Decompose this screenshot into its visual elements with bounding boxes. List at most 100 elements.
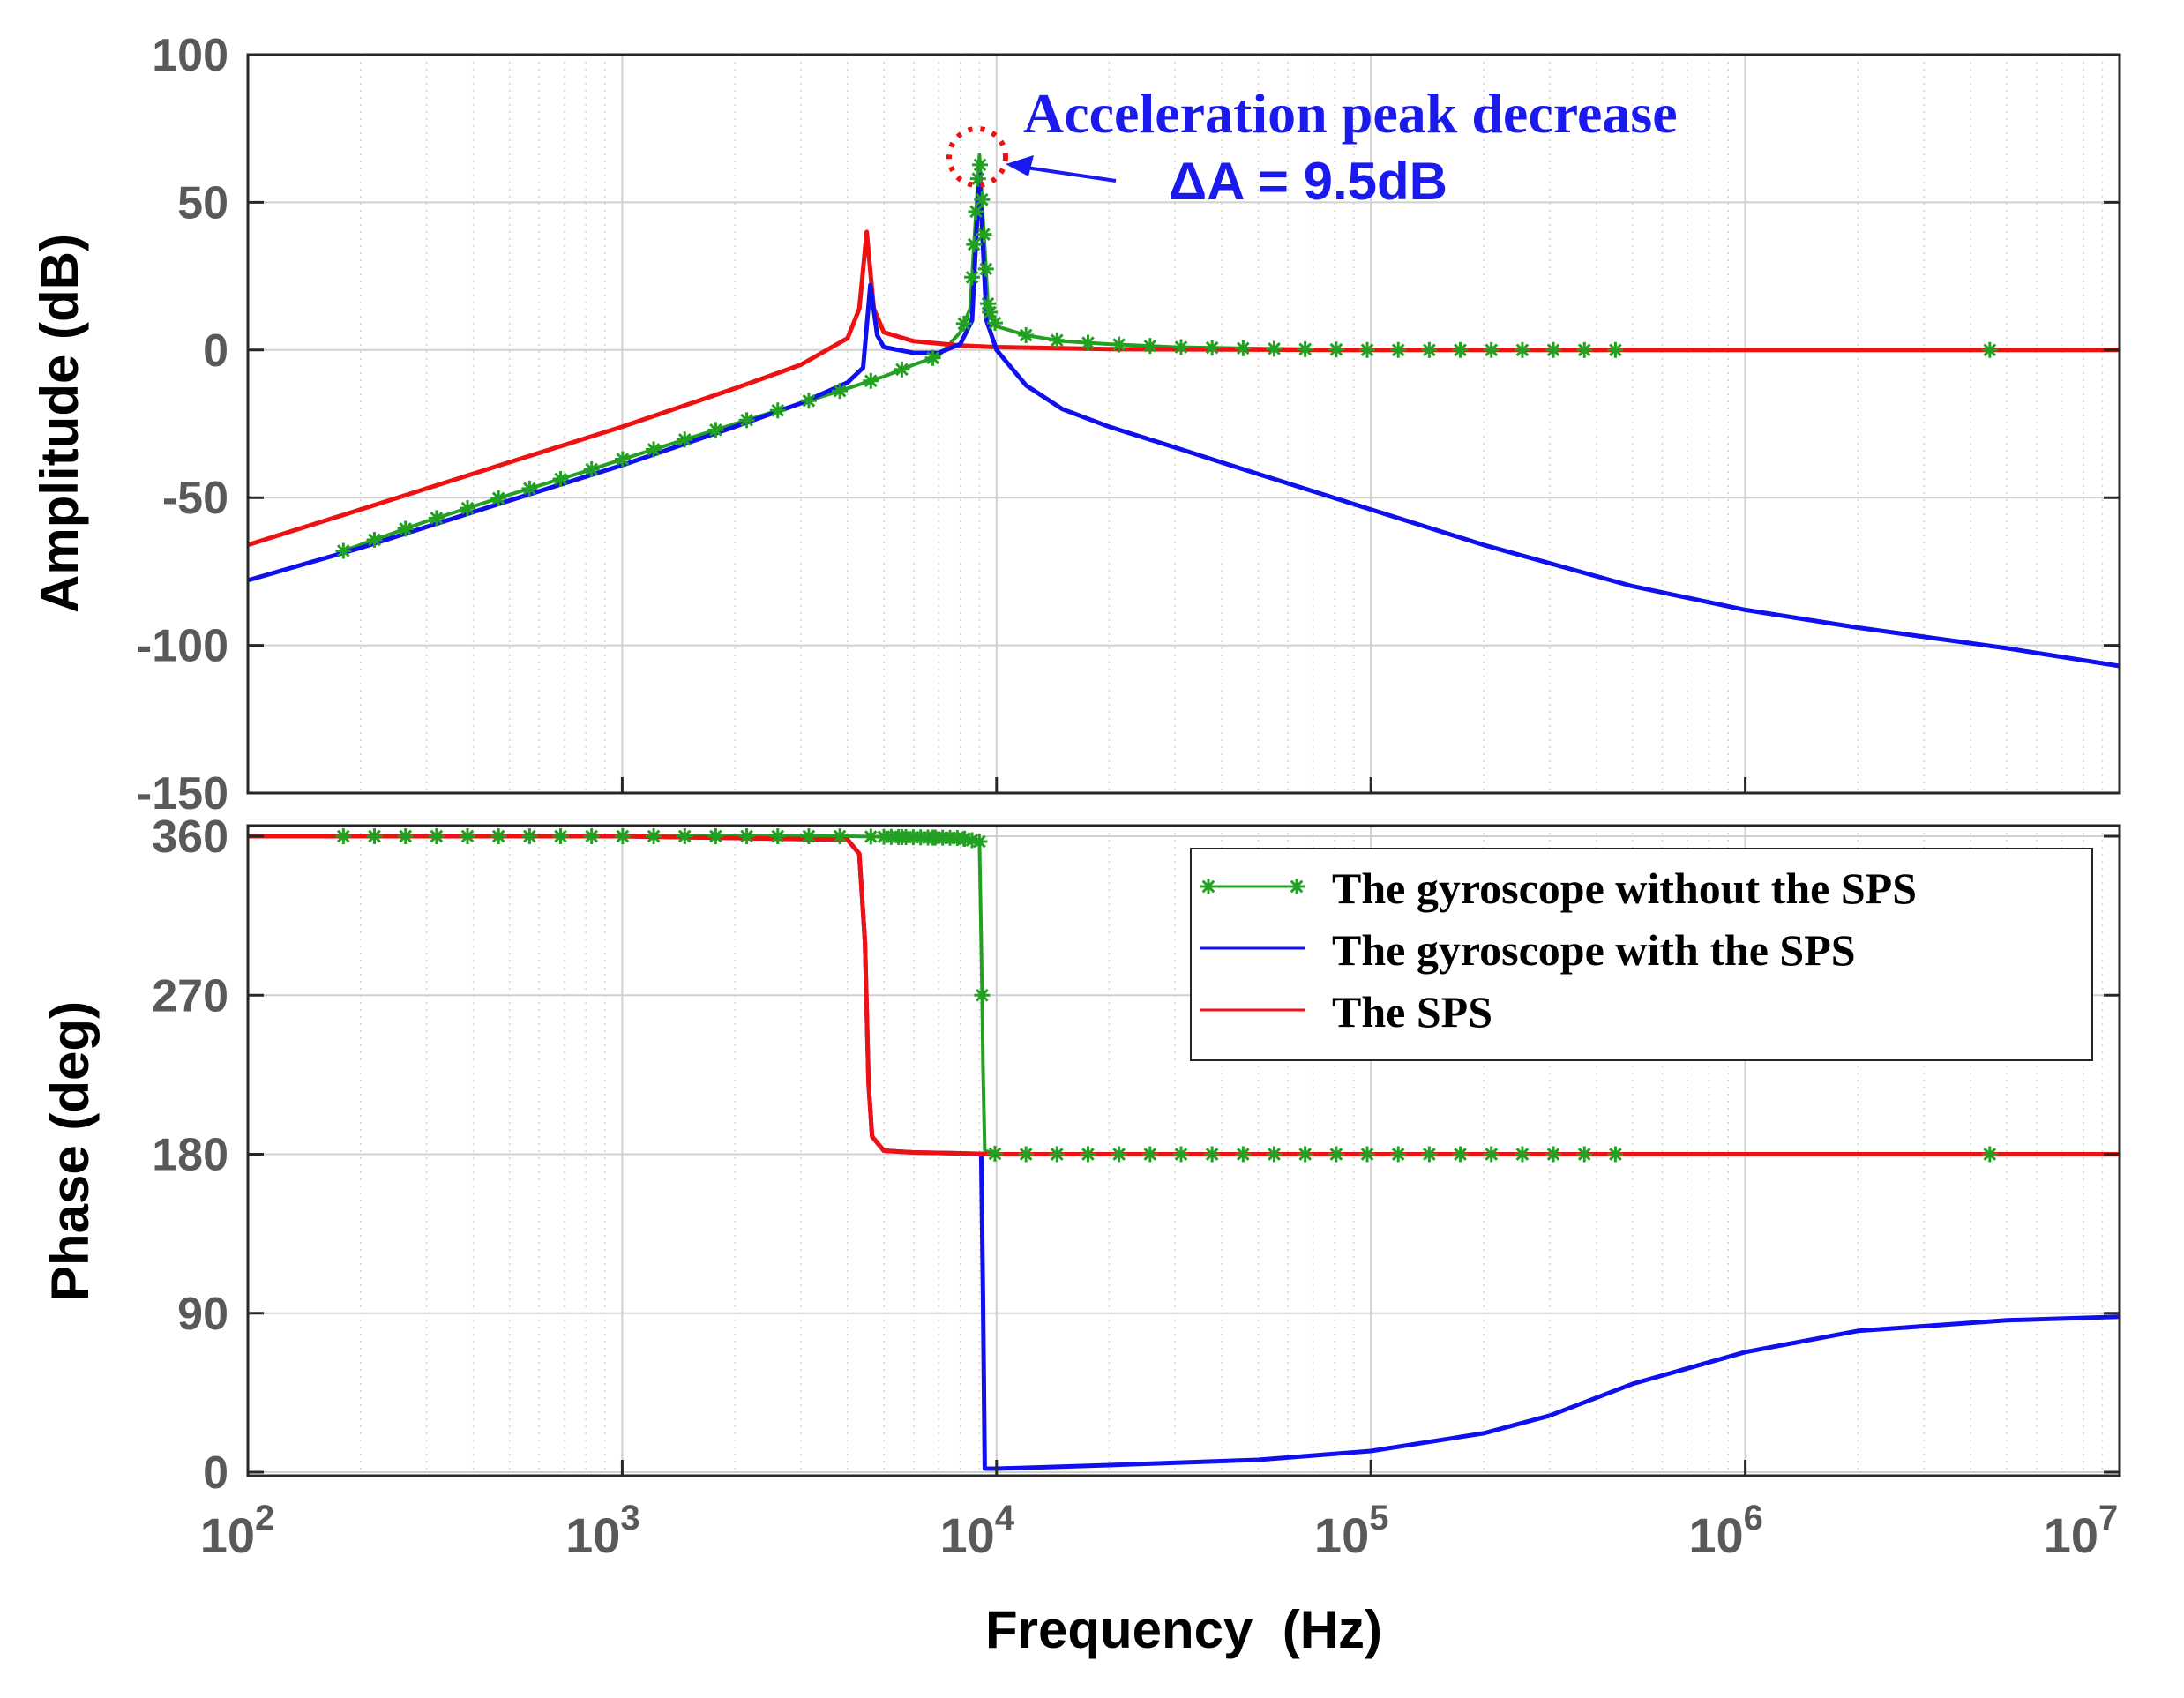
mag-marker-gyro-without-sps-stroke [1174,340,1188,354]
mag-marker-gyro-without-sps [707,422,724,438]
mag-marker-gyro-without-sps-stroke [1112,338,1126,351]
phase-marker-gyro-without-sps-stroke [336,829,350,843]
mag-marker-gyro-without-sps [614,451,631,468]
mag-marker-gyro-without-sps [428,510,445,527]
legend-label-sps: The SPS [1332,987,1492,1036]
mag-marker-gyro-without-sps [521,480,538,497]
mag-marker-gyro-without-sps-stroke [1019,328,1033,342]
legend-label-gyro-without-sps: The gyroscope without the SPS [1332,864,1917,913]
phase-marker-gyro-without-sps-stroke [677,829,692,843]
phase-marker-gyro-without-sps-stroke [1112,1148,1126,1161]
peak-highlight-circle [946,126,1008,188]
phase-marker-gyro-without-sps [1390,1146,1407,1163]
mag-marker-gyro-without-sps-stroke [926,351,939,365]
mag-marker-gyro-without-sps-stroke [971,172,985,185]
phase-marker-gyro-without-sps-stroke [771,829,785,843]
phase-marker-gyro-without-sps-stroke [740,829,753,843]
legend-label-gyro-with-sps: The gyroscope with the SPS [1332,925,1856,975]
phase-marker-gyro-without-sps-stroke [523,829,536,843]
mag-marker-gyro-without-sps-stroke [647,443,661,456]
phase-marker-gyro-without-sps [1111,1146,1127,1163]
mag-marker-gyro-without-sps [863,372,879,389]
mag-marker-gyro-without-sps-stroke [1081,336,1095,349]
mag-marker-gyro-without-sps-stroke [1329,342,1343,356]
x-tick-label: 107 [2044,1499,2119,1563]
phase-marker-gyro-without-sps-stroke [1360,1148,1374,1161]
phase-marker-gyro-without-sps [490,828,507,845]
phase-marker-gyro-without-sps [366,828,383,845]
legend-marker-left [1200,879,1216,894]
phase-marker-gyro-without-sps-stroke [647,829,661,843]
phase-marker-gyro-without-sps [1049,1146,1066,1163]
mag-marker-gyro-without-sps-stroke [979,262,993,276]
phase-marker-gyro-without-sps-stroke [1515,1148,1530,1161]
mag-marker-gyro-without-sps-stroke [965,270,979,284]
phase-marker-gyro-without-sps-stroke [1019,1148,1033,1161]
phase-marker-gyro-without-sps-stroke [1577,1148,1591,1161]
mag-marker-gyro-without-sps [982,304,999,321]
annotation-peak-text: Acceleration peak decrease [1023,82,1678,145]
mag-marker-gyro-without-sps [1514,341,1530,358]
x-tick-label: 104 [940,1499,1015,1563]
phase-marker-gyro-without-sps [1576,1146,1593,1163]
magnitude-series-group [247,153,2120,669]
mag-marker-gyro-without-sps [832,383,849,400]
phase-marker-gyro-without-sps [1173,1146,1190,1163]
annotation-delta-text: ΔA = 9.5dB [1169,152,1447,211]
phase-marker-gyro-without-sps [1235,1146,1252,1163]
phase-marker-gyro-without-sps-stroke [1081,1148,1095,1161]
y-tick-label: 0 [203,325,228,377]
phase-marker-gyro-without-sps-stroke [1983,1148,1997,1161]
mag-marker-gyro-without-sps [1204,340,1221,356]
mag-marker-gyro-without-sps [677,431,693,448]
mag-marker-gyro-without-sps [955,315,972,332]
phase-marker-gyro-without-sps [646,828,662,845]
phase-marker-gyro-without-sps-stroke [1268,1148,1281,1161]
phase-marker-gyro-without-sps [583,828,600,845]
legend-marker-group [1200,879,1305,894]
phase-marker-gyro-without-sps-stroke [368,829,381,843]
phase-marker-gyro-without-sps-stroke [1174,1148,1188,1161]
mag-marker-gyro-without-sps-stroke [833,384,847,398]
y-tick-label: 270 [152,970,228,1021]
mag-marker-gyro-without-sps [1297,340,1313,357]
y-tick-label: -150 [137,768,228,819]
phase-marker-gyro-without-sps-stroke [585,829,599,843]
mag-marker-gyro-without-sps [1390,341,1407,358]
phase-axes-box [246,824,2121,1477]
mag-marker-gyro-without-sps [1328,341,1344,358]
phase-marker-gyro-without-sps [397,828,414,845]
mag-marker-gyro-without-sps [894,361,910,378]
phase-marker-gyro-without-sps [1483,1146,1500,1163]
mag-marker-gyro-without-sps [1607,341,1624,358]
y-tick-label: 50 [177,177,228,228]
mag-marker-gyro-without-sps-stroke [802,393,816,408]
mag-marker-gyro-without-sps [552,470,569,487]
y-tick-label: -50 [162,473,228,524]
phase-marker-gyro-without-sps-stroke [1329,1148,1343,1161]
phase-marker-gyro-without-sps-stroke [1454,1148,1467,1161]
y-tick-label: 90 [177,1289,228,1340]
mag-marker-gyro-without-sps-stroke [967,237,981,251]
phase-marker-gyro-without-sps-stroke [1050,1148,1064,1161]
phase-x-ticks: 102 103 104 105 106 107 [200,1460,2121,1563]
phase-marker-gyro-without-sps-stroke [1236,1148,1250,1161]
phase-marker-gyro-without-sps-stroke [1143,1148,1157,1161]
phase-marker-gyro-without-sps [1452,1146,1469,1163]
mag-marker-gyro-without-sps-stroke [1360,343,1374,357]
mag-marker-gyro-without-sps-stroke [1454,343,1467,357]
phase-marker-gyro-without-sps-stroke [1391,1148,1405,1161]
magnitude-y-axis-label: Amplitude (dB) [30,234,89,613]
mag-marker-gyro-without-sps [1235,340,1252,356]
x-tick-label: 102 [200,1499,275,1563]
mag-marker-gyro-without-sps-stroke [1236,341,1250,355]
mag-marker-gyro-without-sps [1111,336,1127,353]
mag-marker-gyro-without-sps [366,531,383,548]
legend-marker-right-stroke [1290,879,1304,894]
mag-marker-gyro-without-sps [1359,341,1376,358]
phase-marker-gyro-without-sps-stroke [709,829,722,843]
mag-marker-gyro-without-sps [460,500,476,517]
phase-marker-gyro-without-sps-stroke [1546,1148,1560,1161]
y-tick-label: 100 [152,30,228,81]
mag-marker-gyro-without-sps [738,412,755,429]
